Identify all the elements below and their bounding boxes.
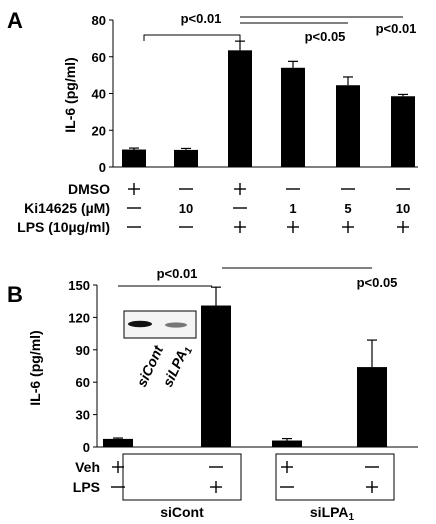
panel-a-axes — [112, 20, 418, 168]
condition-label: LPS (10µg/ml) — [17, 219, 110, 235]
panel-a-condition-table: DMSO Ki14625 (µM) 10 1 5 10 LPS (10µg/ml) — [17, 181, 410, 235]
condition-mark — [128, 183, 140, 195]
bar-3 — [272, 440, 302, 447]
condition-label: Veh — [75, 459, 100, 475]
panel-a-bars — [122, 50, 415, 167]
y-tick-label: 40 — [92, 87, 106, 102]
bar-1 — [103, 438, 133, 447]
bar-1 — [122, 149, 146, 167]
bar-2 — [201, 305, 231, 447]
panel-a-error-bars — [129, 40, 408, 150]
y-tick-label: 80 — [92, 13, 106, 28]
bar-5 — [336, 85, 360, 167]
panel-a-y-label: IL-6 (pg/ml) — [62, 57, 78, 132]
error-bar-4 — [367, 339, 377, 368]
condition-mark — [234, 221, 246, 233]
error-bar-1 — [113, 437, 123, 439]
panel-b-pvalue-2: p<0.05 — [357, 275, 398, 290]
error-bar-4 — [288, 60, 298, 68]
condition-mark: 1 — [289, 201, 296, 216]
bar-3 — [228, 50, 252, 167]
panel-a-pvalue-2: p<0.05 — [305, 29, 346, 44]
condition-label: LPS — [73, 479, 100, 495]
error-bar-5 — [343, 76, 353, 86]
error-bar-2 — [211, 286, 221, 306]
panel-b-letter: B — [7, 282, 23, 307]
panel-b-bars — [103, 305, 387, 447]
bar-6 — [391, 96, 415, 167]
bar-4 — [281, 67, 305, 167]
y-tick-label: 0 — [83, 440, 90, 455]
y-tick-label: 60 — [92, 50, 106, 65]
condition-mark: 10 — [179, 201, 193, 216]
panel-a-letter: A — [7, 8, 23, 33]
panel-a-pvalue-3: p<0.01 — [376, 21, 417, 36]
panel-b-pvalue-1: p<0.01 — [157, 266, 198, 281]
y-tick-label: 0 — [99, 160, 106, 175]
condition-mark — [342, 221, 354, 233]
error-bar-1 — [129, 147, 139, 150]
condition-mark — [210, 481, 222, 493]
error-bar-3 — [282, 437, 292, 441]
condition-mark — [112, 461, 124, 473]
condition-label: DMSO — [68, 181, 110, 197]
condition-mark: 10 — [396, 201, 410, 216]
y-tick-label: 30 — [76, 408, 90, 423]
y-tick-label: 60 — [76, 375, 90, 390]
y-tick-label: 150 — [68, 278, 90, 293]
group-label-sicont: siCont — [160, 504, 204, 520]
error-bar-2 — [181, 147, 191, 150]
condition-mark — [287, 221, 299, 233]
panel-b-group-boxes — [122, 453, 395, 501]
condition-mark — [281, 461, 293, 473]
condition-mark — [397, 221, 409, 233]
panel-b-y-ticks: 0 30 60 90 120 150 — [68, 278, 97, 455]
panel-a-pvalue-1: p<0.01 — [181, 11, 222, 26]
panel-a-brackets — [143, 16, 403, 41]
condition-label: Ki14625 (µM) — [24, 200, 110, 216]
condition-mark: 5 — [344, 201, 351, 216]
panel-a-y-ticks: 0 20 40 60 80 — [92, 13, 113, 175]
panel-b-condition-table: Veh LPS — [73, 459, 379, 495]
group-label-silpa1: siLPA1 — [310, 504, 355, 523]
y-tick-label: 120 — [68, 310, 90, 325]
condition-mark — [366, 481, 378, 493]
bar-2 — [174, 149, 198, 167]
error-bar-3 — [235, 40, 245, 51]
panel-b-brackets — [118, 267, 372, 287]
condition-mark — [234, 183, 246, 195]
western-blot-inset — [123, 310, 197, 339]
panel-b-error-bars — [113, 286, 377, 441]
error-bar-6 — [398, 93, 408, 97]
panel-b-y-label: IL-6 (pg/ml) — [27, 330, 43, 405]
bar-4 — [357, 367, 387, 447]
y-tick-label: 20 — [92, 123, 106, 138]
y-tick-label: 90 — [76, 343, 90, 358]
